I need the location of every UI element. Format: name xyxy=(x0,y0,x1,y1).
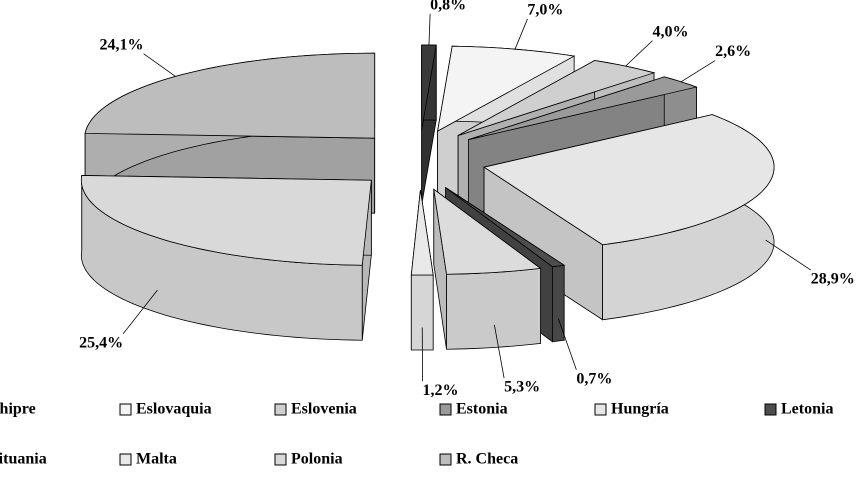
leader-line xyxy=(493,324,505,379)
legend-swatch xyxy=(274,403,287,416)
data-label: 7,0% xyxy=(527,2,563,19)
legend-swatch xyxy=(274,453,287,466)
legend-swatch xyxy=(439,453,452,466)
data-label: 5,3% xyxy=(504,379,540,396)
leader-line xyxy=(680,60,716,83)
leader-line xyxy=(765,239,812,271)
legend-label: R. Checa xyxy=(456,451,518,468)
leader-line xyxy=(143,53,176,77)
leader-line xyxy=(625,40,653,67)
data-label: 25,4% xyxy=(79,334,123,351)
slice xyxy=(468,76,698,140)
legend-label: Hungría xyxy=(611,401,669,418)
legend-label: Estonia xyxy=(456,401,508,418)
leader-line xyxy=(428,13,431,46)
slice xyxy=(483,114,775,246)
data-label: 1,2% xyxy=(423,382,459,399)
slice xyxy=(433,188,542,275)
slice xyxy=(80,175,372,266)
slice-side xyxy=(446,267,541,350)
leader-line xyxy=(514,18,528,50)
legend-label: Chipre xyxy=(0,401,36,418)
slice xyxy=(445,187,566,268)
legend-swatch xyxy=(119,403,132,416)
data-label: 0,8% xyxy=(430,0,466,13)
data-label: 4,0% xyxy=(652,23,688,40)
leader-line xyxy=(122,289,158,335)
legend-swatch xyxy=(594,403,607,416)
leader-line xyxy=(557,318,577,370)
legend-label: Lituania xyxy=(0,451,47,468)
legend-label: Polonia xyxy=(291,451,343,468)
legend-label: Eslovaquia xyxy=(136,401,212,418)
slice xyxy=(437,45,576,132)
legend-label: Malta xyxy=(136,451,177,468)
legend-swatch xyxy=(439,403,452,416)
data-label: 2,6% xyxy=(715,43,751,60)
slice xyxy=(84,52,376,139)
legend-swatch xyxy=(119,453,132,466)
data-label: 24,1% xyxy=(100,36,144,53)
legend-label: Letonia xyxy=(781,401,833,418)
slice xyxy=(410,189,434,276)
legend-swatch xyxy=(764,403,777,416)
data-label: 0,7% xyxy=(576,370,612,387)
data-label: 28,9% xyxy=(811,271,855,288)
legend-label: Eslovenia xyxy=(291,401,357,418)
